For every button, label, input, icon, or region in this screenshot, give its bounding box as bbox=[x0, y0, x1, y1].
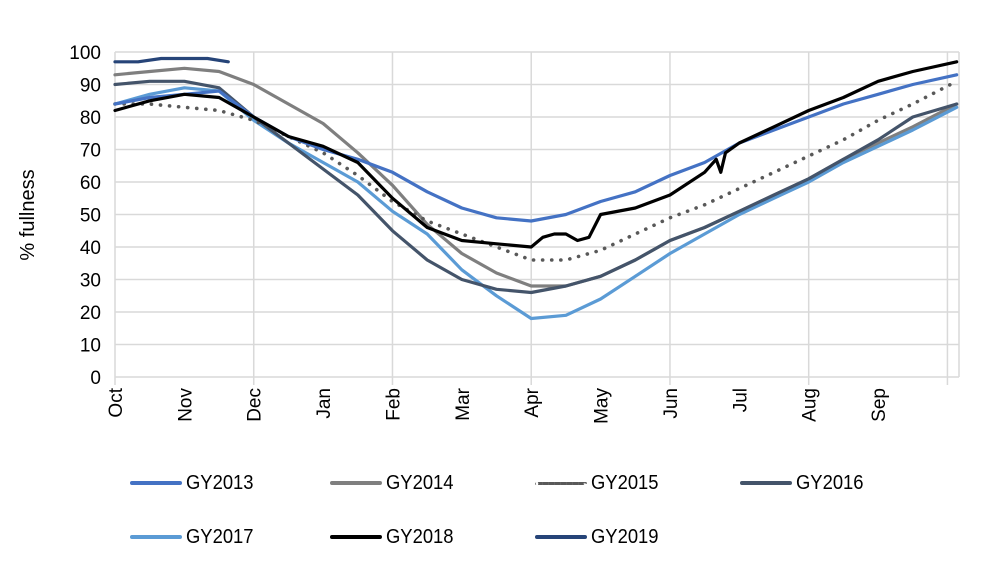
series-line-gy2019 bbox=[113, 56, 230, 64]
series-line-gy2013 bbox=[113, 73, 959, 223]
x-tick-label: May bbox=[592, 388, 613, 424]
y-axis-label: % fullness bbox=[17, 169, 39, 260]
legend-label: GY2013 bbox=[186, 471, 254, 494]
legend-swatch bbox=[130, 535, 182, 539]
y-tick-label: 10 bbox=[80, 336, 101, 357]
x-tick-label: Feb bbox=[383, 388, 404, 421]
legend-swatch bbox=[130, 481, 182, 485]
y-tick-label: 50 bbox=[80, 206, 101, 227]
legend-item-gy2013: GY2013 bbox=[130, 468, 259, 498]
x-tick-label: Jun bbox=[661, 388, 682, 419]
x-tick-label: Apr bbox=[522, 387, 543, 417]
series-line-gy2016 bbox=[113, 79, 959, 295]
x-tick-label: Sep bbox=[869, 388, 890, 422]
x-tick-label: Jan bbox=[314, 388, 335, 419]
legend-item-gy2017: GY2017 bbox=[130, 522, 259, 552]
x-tick-label: Oct bbox=[106, 387, 127, 417]
x-tick-label: Mar bbox=[453, 387, 474, 420]
y-tick-label: 20 bbox=[80, 303, 101, 324]
legend-label: GY2019 bbox=[591, 525, 659, 548]
x-axis-ticks: Oct Nov Dec Jan Feb Mar Apr May Jun Jul Aug Sep bbox=[106, 387, 890, 424]
y-tick-label: 80 bbox=[80, 108, 101, 129]
legend-item-gy2019: GY2019 bbox=[535, 522, 664, 552]
legend-swatch bbox=[535, 535, 587, 539]
legend-swatch bbox=[330, 535, 382, 539]
x-tick-label: Aug bbox=[800, 388, 821, 422]
gridlines bbox=[114, 51, 960, 385]
legend-label: GY2018 bbox=[386, 525, 454, 548]
legend-swatch bbox=[535, 481, 587, 485]
x-tick-label: Dec bbox=[245, 388, 266, 422]
legend-item-gy2018: GY2018 bbox=[330, 522, 459, 552]
y-tick-label: 70 bbox=[80, 141, 101, 162]
x-tick-label: Jul bbox=[730, 388, 751, 412]
y-tick-label: 90 bbox=[80, 76, 101, 97]
legend-item-gy2015: GY2015 bbox=[535, 468, 664, 498]
x-tick-label: Nov bbox=[175, 388, 196, 422]
legend-label: GY2014 bbox=[386, 471, 454, 494]
legend-swatch bbox=[330, 481, 382, 485]
legend-label: GY2015 bbox=[591, 471, 659, 494]
legend-item-gy2014: GY2014 bbox=[330, 468, 459, 498]
y-tick-label: 100 bbox=[69, 43, 101, 64]
y-tick-label: 30 bbox=[80, 271, 101, 292]
series-line-gy2018 bbox=[113, 60, 959, 249]
series-lines bbox=[113, 56, 959, 321]
legend-label: GY2017 bbox=[186, 525, 254, 548]
y-tick-label: 60 bbox=[80, 173, 101, 194]
y-axis-ticks: 0 10 20 30 40 50 60 70 80 90 100 bbox=[69, 43, 101, 389]
y-tick-label: 40 bbox=[80, 238, 101, 259]
series-line-gy2017 bbox=[113, 86, 959, 321]
legend-item-gy2016: GY2016 bbox=[740, 468, 869, 498]
y-tick-label: 0 bbox=[90, 368, 101, 389]
legend-swatch bbox=[740, 481, 792, 485]
legend-label: GY2016 bbox=[796, 471, 864, 494]
